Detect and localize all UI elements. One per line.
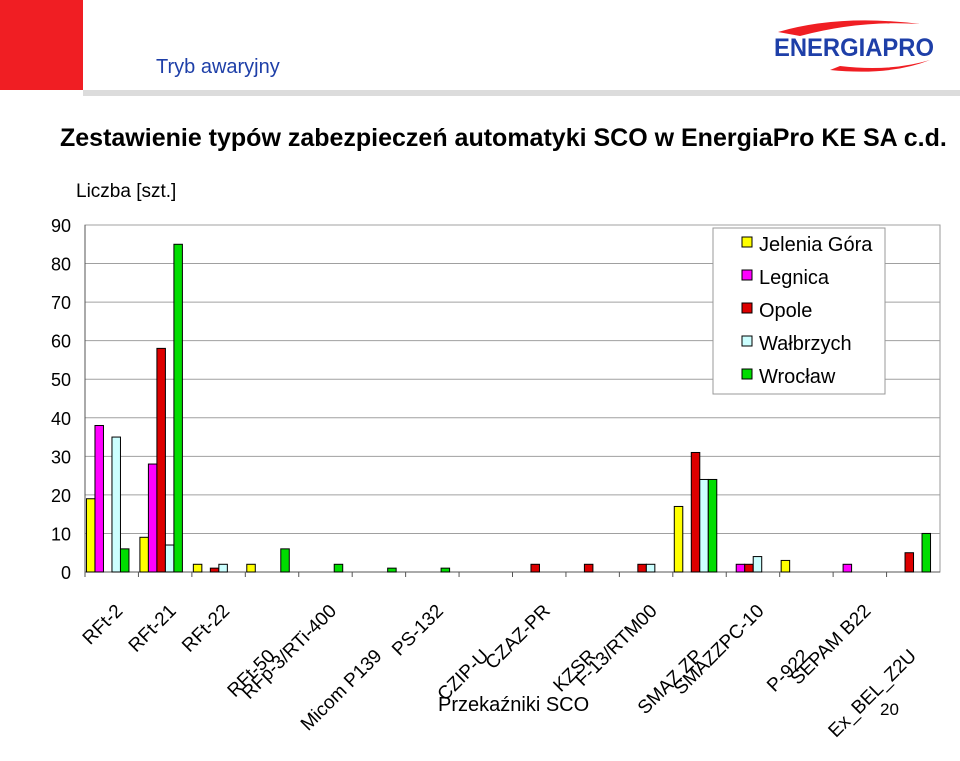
legend-label: Wałbrzych bbox=[759, 333, 852, 355]
legend-swatch bbox=[741, 302, 753, 314]
y-axis-label: Liczba [szt.] bbox=[76, 181, 176, 202]
y-tick-label: 90 bbox=[51, 216, 71, 236]
bar-jelenia-g-ra-3 bbox=[246, 563, 256, 573]
bar-wroc-aw-15 bbox=[921, 532, 932, 573]
bar-jelenia-g-ra-2 bbox=[192, 563, 203, 573]
bar-opole-10 bbox=[637, 563, 647, 573]
category-label: RFt-2 bbox=[79, 601, 127, 649]
y-tick-label: 40 bbox=[51, 409, 71, 429]
bar-opole-9 bbox=[583, 563, 594, 573]
bar-legnica-12 bbox=[735, 563, 746, 573]
legend-label: Opole bbox=[759, 300, 812, 322]
energiapro-logo: ENERGIAPRO bbox=[774, 20, 934, 72]
bar-wa-brzych-11 bbox=[699, 478, 709, 573]
bar-wroc-aw-1 bbox=[173, 243, 183, 573]
legend-swatch bbox=[741, 368, 753, 380]
bar-wa-brzych-1 bbox=[164, 544, 175, 573]
slide-subtitle: Tryb awaryjny bbox=[156, 56, 280, 78]
legend-label: Legnica bbox=[759, 267, 830, 289]
bar-wa-brzych-2 bbox=[218, 563, 228, 573]
bar-opole-1 bbox=[156, 347, 166, 573]
bar-opole-11 bbox=[690, 451, 701, 573]
category-label: SEPAM B22 bbox=[787, 601, 876, 690]
y-tick-label: 50 bbox=[51, 370, 71, 390]
y-axis-ticks: 0 10 20 30 40 50 60 70 80 90 bbox=[51, 216, 71, 583]
y-tick-label: 30 bbox=[51, 447, 71, 467]
bar-jelenia-g-ra-13 bbox=[780, 559, 791, 573]
category-labels: RFt-2RFt-21RFt-22RFt-50RFp-3/RTi-400Mico… bbox=[79, 601, 921, 742]
y-tick-label: 10 bbox=[51, 524, 71, 544]
category-label: Micom P139 bbox=[297, 646, 387, 736]
bar-jelenia-g-ra-11 bbox=[673, 505, 684, 573]
legend-swatch bbox=[741, 335, 753, 347]
brand-red-square bbox=[0, 0, 83, 90]
bar-legnica-14 bbox=[842, 563, 853, 573]
bar-wroc-aw-0 bbox=[119, 548, 130, 573]
legend-swatch bbox=[741, 236, 753, 248]
y-tick-label: 80 bbox=[51, 255, 71, 275]
category-label: RFt-21 bbox=[125, 601, 181, 657]
bar-wa-brzych-12 bbox=[752, 556, 763, 573]
bar-jelenia-g-ra-1 bbox=[139, 536, 149, 573]
logo-text: ENERGIAPRO bbox=[774, 34, 934, 62]
bar-wroc-aw-6 bbox=[440, 567, 451, 573]
legend: Jelenia Góra Legnica Opole Wałbrzych Wrocław bbox=[712, 227, 886, 395]
bar-legnica-0 bbox=[94, 424, 104, 573]
bar-opole-2 bbox=[209, 567, 220, 573]
y-tick-label: 20 bbox=[51, 486, 71, 506]
y-tick-label: 70 bbox=[51, 293, 71, 313]
legend-swatch bbox=[741, 269, 753, 281]
category-label: RFt-22 bbox=[178, 601, 234, 657]
bar-jelenia-g-ra-0 bbox=[85, 498, 96, 573]
category-label: RFp-3/RTi-400 bbox=[238, 601, 341, 704]
x-axis-label: Przekaźniki SCO bbox=[438, 694, 589, 716]
bar-legnica-1 bbox=[147, 463, 158, 573]
bar-opole-8 bbox=[530, 563, 540, 573]
bars bbox=[85, 243, 932, 573]
category-label: SMAZZPC-10 bbox=[670, 601, 768, 699]
bar-wroc-aw-5 bbox=[387, 567, 397, 573]
category-label: Ex_BEL_Z2U bbox=[825, 646, 921, 742]
y-tick-label: 60 bbox=[51, 332, 71, 352]
bar-wroc-aw-3 bbox=[280, 548, 290, 573]
header-divider bbox=[83, 90, 960, 96]
bar-wroc-aw-4 bbox=[333, 563, 344, 573]
legend-label: Jelenia Góra bbox=[759, 234, 873, 256]
bar-wa-brzych-10 bbox=[645, 563, 656, 573]
category-label: PS-132 bbox=[388, 601, 448, 661]
legend-label: Wrocław bbox=[759, 366, 836, 388]
page-title: Zestawienie typów zabezpieczeń automatyk… bbox=[60, 124, 947, 152]
bar-opole-12 bbox=[744, 563, 754, 573]
category-label: CZAZ-PR bbox=[482, 601, 555, 674]
bar-wa-brzych-0 bbox=[111, 436, 121, 573]
bar-wroc-aw-11 bbox=[707, 478, 718, 573]
bar-opole-15 bbox=[904, 552, 915, 573]
page-number: 20 bbox=[880, 700, 899, 719]
y-tick-label: 0 bbox=[61, 563, 71, 583]
header-band bbox=[0, 0, 960, 90]
